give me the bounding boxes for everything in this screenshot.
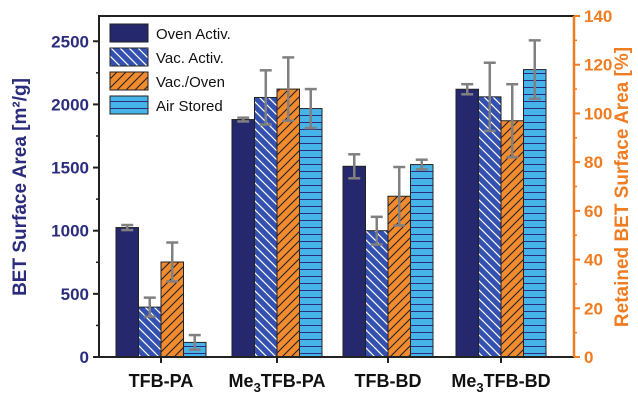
y-axis-title-left: BET Surface Area [m²/g] [10, 78, 31, 296]
category-label: TFB-PA [129, 371, 194, 391]
legend-swatch-vac-activ [109, 47, 149, 67]
bar-air-stored-me3tfb-bd [523, 69, 547, 358]
right-axis: 0 20 40 60 80 100 120 140 [572, 7, 612, 367]
legend-label: Vac. Activ. [156, 50, 224, 67]
left-tick-label: 1500 [51, 159, 89, 178]
bar-vac-activ-me3tfb-pa [254, 96, 278, 358]
legend-swatch-air-stored [109, 95, 149, 115]
bar-air-stored-me3tfb-pa [299, 108, 323, 358]
legend-label: Vac./Oven [156, 74, 225, 91]
right-tick-label: 0 [584, 348, 593, 367]
category-label: Me3TFB-BD [451, 371, 550, 395]
error-bars-layer [121, 39, 541, 351]
bar-oven-activ-tfb-pa [115, 227, 139, 358]
bar-vac-activ-me3tfb-bd [478, 96, 502, 358]
right-tick-label: 120 [584, 56, 612, 75]
left-tick-label: 500 [61, 285, 89, 304]
bar-oven-activ-tfb-bd [342, 165, 366, 358]
right-tick-label: 100 [584, 104, 612, 123]
y-axis-title-right: Retained BET Surface Area [%] [612, 47, 633, 327]
legend-swatch-oven-activ [109, 23, 149, 43]
right-tick-label: 20 [584, 299, 603, 318]
bar-vac-activ-tfb-bd [365, 230, 389, 358]
right-tick-label: 60 [584, 202, 603, 221]
left-tick-label: 2000 [51, 95, 89, 114]
legend-swatch-vac-oven [109, 71, 149, 91]
bar-oven-activ-me3tfb-pa [231, 119, 255, 358]
bar-air-stored-tfb-bd [410, 164, 434, 358]
bars-layer [115, 69, 547, 358]
bar-oven-activ-me3tfb-bd [455, 88, 479, 358]
left-tick-label: 1000 [51, 222, 89, 241]
bar-vac-oven-me3tfb-pa [276, 88, 300, 358]
category-label: Me3TFB-PA [229, 371, 326, 395]
right-tick-label: 80 [584, 153, 603, 172]
left-tick-label: 0 [80, 348, 89, 367]
category-label: TFB-BD [355, 371, 422, 391]
legend-label: Oven Activ. [156, 26, 231, 43]
left-tick-label: 2500 [51, 32, 89, 51]
right-tick-label: 140 [584, 7, 612, 26]
legend: Oven Activ. Vac. Activ. Vac./Oven Air Store… [109, 23, 231, 115]
legend-label: Air Stored [156, 98, 223, 115]
left-axis: 0 500 1000 1500 2000 2500 [51, 32, 99, 367]
right-tick-label: 40 [584, 251, 603, 270]
category-axis: TFB-PA Me3TFB-PA TFB-BD Me3TFB-BD [129, 357, 551, 395]
